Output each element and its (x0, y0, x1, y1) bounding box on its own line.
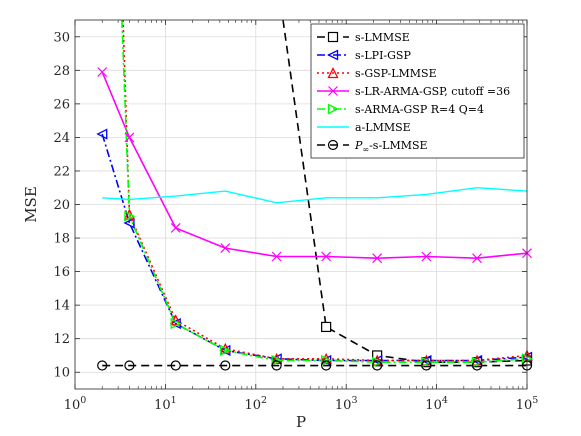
data-point-3 (271, 251, 282, 262)
data-point-3 (421, 251, 432, 262)
data-point-3 (372, 253, 383, 264)
legend-marker-3 (328, 86, 338, 96)
legend-marker-2 (327, 67, 339, 79)
legend-label-base: P (354, 139, 363, 152)
legend-label-rest: -s-LMMSE (369, 139, 427, 152)
series-line-3 (101, 71, 527, 259)
legend-marker-4 (327, 103, 339, 115)
series-line-4 (121, 20, 527, 363)
data-point-6 (170, 360, 181, 371)
legend-marker-0 (327, 31, 339, 43)
data-point-3 (220, 243, 231, 254)
x-axis-label: P (296, 413, 306, 431)
data-point-6 (421, 360, 432, 371)
y-tick-label: 18 (53, 232, 70, 247)
series-lines (101, 20, 527, 367)
y-tick-label: 26 (53, 97, 70, 112)
data-point-3 (124, 132, 135, 143)
legend-label-3: s-LR-ARMA-GSP, cutoff =36 (355, 85, 510, 98)
x-tick-label: 103 (335, 395, 358, 413)
y-tick-label: 28 (53, 64, 70, 79)
legend-marker-6 (327, 139, 339, 151)
x-tick-label-base: 10 (425, 398, 442, 413)
legend-label-subscript: ∞ (362, 145, 369, 154)
x-tick-label-base: 10 (245, 398, 262, 413)
legend-label-0: s-LMMSE (355, 31, 410, 44)
y-tick-label: 30 (53, 30, 70, 45)
data-point-3 (472, 253, 482, 264)
x-tick-label: 100 (64, 395, 87, 413)
data-point-4 (170, 318, 182, 330)
x-tick-label-base: 10 (64, 398, 81, 413)
data-point-4 (271, 354, 283, 367)
legend-label-4: s-ARMA-GSP R=4 Q=4 (355, 103, 484, 116)
data-point-4 (320, 354, 333, 367)
legend-label-2: s-GSP-LMMSE (355, 67, 437, 80)
series-markers (96, 67, 533, 371)
data-point-6 (220, 360, 231, 371)
data-point-1 (420, 354, 432, 367)
legend-label-6: P∞-s-LMMSE (354, 139, 428, 154)
data-point-4 (421, 356, 433, 368)
data-point-6 (124, 360, 135, 371)
x-tick-label: 105 (516, 395, 539, 413)
x-tick-label-exponent: 0 (80, 395, 86, 406)
x-tick-label-base: 10 (335, 398, 352, 413)
series-line-0 (282, 20, 527, 363)
data-point-4 (220, 344, 232, 356)
plot-area (96, 20, 533, 371)
series-line-1 (101, 133, 527, 362)
data-point-0 (321, 321, 332, 333)
data-point-6 (321, 360, 332, 371)
legend-label-1: s-LPI-GSP (355, 49, 411, 62)
data-point-4 (124, 210, 136, 222)
x-tick-label: 104 (425, 395, 448, 413)
grid (74, 20, 528, 389)
data-point-6 (471, 360, 483, 371)
data-point-4 (372, 356, 384, 368)
data-point-6 (372, 360, 383, 371)
data-point-6 (271, 360, 282, 371)
y-axis-label: MSE (22, 186, 40, 223)
data-point-1 (471, 354, 483, 367)
legend: s-LMMSE s-LPI-GSP s-GSP-LMMSE s-LR-ARMA-GSP… (310, 23, 525, 159)
x-tick-label-exponent: 1 (171, 395, 177, 406)
data-point-3 (97, 67, 108, 77)
x-tick-label-exponent: 2 (261, 395, 267, 406)
y-tick-label: 16 (53, 265, 70, 280)
x-tick-label: 101 (154, 395, 177, 413)
x-tick-label-exponent: 5 (532, 395, 538, 406)
x-tick-label-base: 10 (516, 398, 533, 413)
y-tick-label: 20 (53, 198, 70, 213)
x-tick-label-exponent: 3 (351, 395, 357, 406)
data-point-3 (170, 223, 181, 233)
data-point-4 (471, 356, 483, 368)
data-point-1 (371, 354, 383, 367)
y-tick-label: 22 (53, 164, 70, 179)
x-tick-label: 102 (245, 395, 268, 413)
y-tick-label: 24 (53, 131, 70, 146)
x-tick-label-exponent: 4 (442, 395, 448, 406)
x-tick-label-base: 10 (154, 398, 171, 413)
data-point-1 (123, 217, 135, 229)
legend-label-5: a-LMMSE (355, 121, 411, 134)
y-tick-label: 14 (53, 299, 70, 314)
data-point-1 (96, 128, 108, 140)
y-tick-label: 12 (53, 332, 70, 347)
data-point-6 (97, 360, 108, 371)
data-point-3 (321, 251, 332, 262)
legend-marker-1 (327, 49, 339, 61)
y-tick-label: 10 (53, 366, 70, 381)
series-line-5 (102, 187, 527, 204)
